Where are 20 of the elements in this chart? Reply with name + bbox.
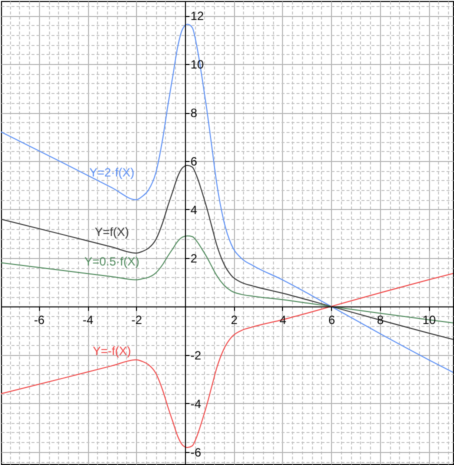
line-series: [1, 272, 453, 448]
line-series: [1, 164, 453, 340]
y-tick-label: -4: [190, 396, 202, 411]
y-tick-label: 12: [190, 9, 204, 24]
series-label: Y=0.5·f(X): [84, 254, 140, 269]
series-label: Y=-f(X): [92, 344, 132, 358]
y-tick-label: -6: [190, 445, 202, 460]
x-tick-label: 6: [328, 312, 336, 327]
x-tick-label: -4: [82, 312, 94, 327]
y-tick-label: 2: [190, 251, 198, 266]
line-series: [1, 24, 453, 373]
x-tick-label: -6: [34, 312, 45, 327]
x-tick-label: 2: [230, 312, 238, 327]
y-tick-label: -2: [190, 348, 202, 362]
x-tick-label: -2: [131, 312, 142, 327]
y-tick-label: 4: [190, 202, 198, 217]
y-tick-label: 8: [190, 106, 198, 120]
series-label: Y=f(X): [94, 225, 130, 240]
y-tick-label: 6: [190, 154, 198, 168]
series-label: Y=2·f(X): [89, 166, 134, 180]
